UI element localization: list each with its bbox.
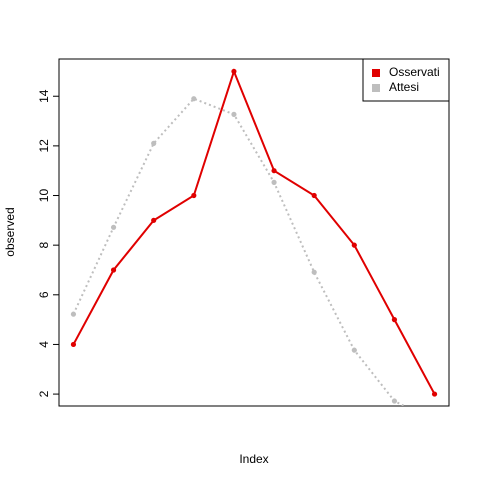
data-point [431,391,438,397]
y-tick-label: 8 [37,242,51,249]
plot-frame [58,58,450,407]
y-tick-label: 4 [37,341,51,348]
data-point [311,192,317,199]
series-line [72,68,436,395]
y-axis-label: observed [3,207,17,256]
data-point [110,267,117,273]
data-point [151,140,157,146]
x-axis-label: Index [239,452,268,466]
legend-box [362,58,450,102]
data-point [151,217,157,223]
y-tick-label: 12 [37,139,51,153]
data-point [70,341,77,348]
data-point [311,269,317,275]
data-point [191,192,197,199]
y-tick-label: 14 [37,89,51,103]
data-point [231,68,237,75]
y-tick-label: 2 [37,390,51,397]
data-point [70,311,77,317]
y-tick-label: 6 [37,291,51,298]
y-tick-label: 10 [37,189,51,203]
data-point [191,96,197,102]
data-point [271,168,277,174]
legend-swatch [372,84,380,92]
plot-area [70,68,438,424]
data-point [351,347,357,353]
legend-label: Attesi [389,80,419,94]
legend-label: Osservati [389,65,440,79]
data-point [432,419,437,424]
legend-swatch [372,69,380,77]
data-point [271,179,277,185]
data-point [351,242,357,248]
series-line [72,97,407,406]
data-point [110,224,117,230]
data-point [391,398,398,404]
data-point [391,317,398,323]
data-point [231,111,237,117]
